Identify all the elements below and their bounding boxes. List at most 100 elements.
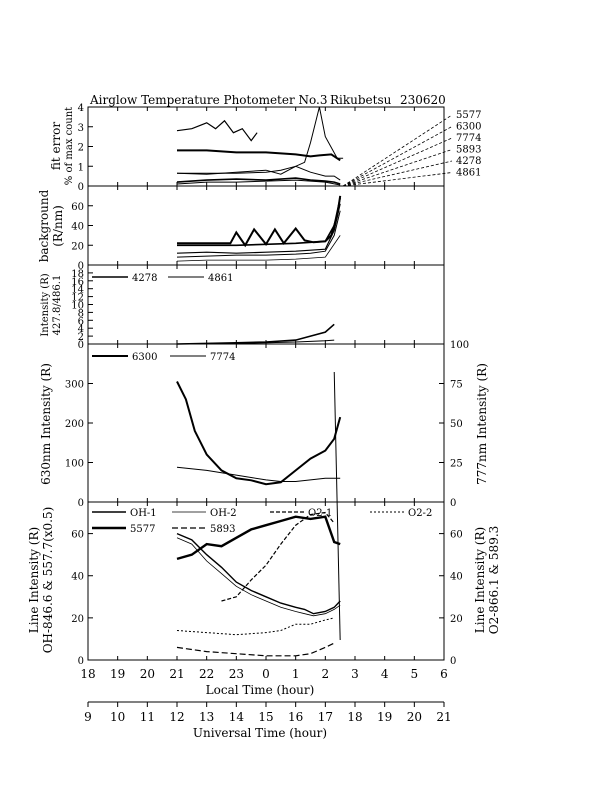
y2-tick-label-red: 0 bbox=[450, 498, 456, 509]
series-line-background-bg4 bbox=[176, 210, 341, 258]
y-tick-label-ratio: 2 bbox=[78, 332, 84, 343]
y-tick-label-ratio: 4 bbox=[78, 324, 84, 335]
local-tick-label: 5 bbox=[411, 667, 419, 681]
y2-tick-label-red: 25 bbox=[450, 459, 463, 470]
y-tick-label-fit: 0 bbox=[78, 182, 84, 193]
y-tick-label-line: 40 bbox=[71, 572, 84, 583]
fit-callout-label: 4278 bbox=[456, 156, 481, 167]
chart-marks: 18 19 20 21 22 23 0 1 2 3 4 5 69 10 11 12 13 14 15 16 17 18 19… bbox=[65, 103, 482, 724]
y-tick-label-background: 40 bbox=[71, 222, 84, 233]
series-line-fit-7774 bbox=[177, 106, 344, 174]
local-tick-label: 20 bbox=[140, 667, 155, 681]
y2-tick-label-line: 0 bbox=[450, 656, 456, 667]
y-tick-label-fit: 1 bbox=[78, 162, 84, 173]
fit-callout-leader bbox=[343, 149, 453, 187]
fit-callout-leader bbox=[343, 160, 453, 187]
y-tick-label-ratio: 10 bbox=[71, 301, 84, 312]
series-line-fit-5893 bbox=[176, 165, 341, 181]
series-line-background-bg3 bbox=[176, 203, 341, 254]
ut-tick-label: 9 bbox=[84, 710, 92, 724]
y-tick-label-ratio: 18 bbox=[71, 269, 84, 280]
series-line-red-6300 bbox=[176, 381, 342, 486]
local-tick-label: 19 bbox=[110, 667, 125, 681]
ut-tick-label: 13 bbox=[199, 710, 214, 724]
ut-tick-label: 10 bbox=[110, 710, 125, 724]
ratio-ylabel-1: Intensity (R) bbox=[40, 273, 51, 336]
fit-panel-frame bbox=[87, 106, 445, 187]
fit-callout-leader bbox=[343, 172, 453, 187]
ratio-ylabel-2: 427.8/486.1 bbox=[52, 275, 63, 336]
series-line-line-oh-1 bbox=[176, 532, 341, 615]
y-tick-label-fit: 2 bbox=[78, 143, 84, 154]
series-line-line-oh-2 bbox=[176, 537, 341, 617]
series-line-fit-4278 bbox=[176, 177, 341, 185]
universal-time-label: Universal Time (hour) bbox=[193, 726, 327, 740]
ut-tick-label: 12 bbox=[169, 710, 184, 724]
local-tick-label: 0 bbox=[262, 667, 270, 681]
legend-label-ratio: 4278 bbox=[132, 273, 157, 284]
fit-callout-label: 5577 bbox=[456, 110, 481, 121]
local-tick-label: 22 bbox=[199, 667, 214, 681]
series-line-line-5577 bbox=[176, 515, 341, 561]
ut-tick-label: 18 bbox=[347, 710, 362, 724]
series-line-background-bg2 bbox=[177, 197, 341, 247]
legend-label-line: OH-1 bbox=[130, 508, 157, 519]
legend-label-line: OH-2 bbox=[210, 508, 237, 519]
title-text: Airglow Temperature Photometer No.3 bbox=[89, 93, 328, 107]
line-ylabel-right-1: Line Intensity (R) bbox=[473, 527, 487, 633]
fit-callout-label: 5893 bbox=[456, 145, 481, 156]
fit-callout-leader bbox=[342, 126, 453, 187]
fit-ylabel-1: fit error bbox=[49, 122, 63, 170]
y-tick-label-fit: 3 bbox=[78, 123, 84, 134]
y-tick-label-red: 300 bbox=[65, 380, 84, 391]
y-tick-label-red: 0 bbox=[78, 498, 84, 509]
y-tick-label-background: 60 bbox=[71, 202, 84, 213]
y-tick-label-ratio: 8 bbox=[78, 308, 84, 319]
y-tick-label-red: 100 bbox=[65, 459, 84, 470]
y-tick-label-ratio: 6 bbox=[78, 316, 84, 327]
ut-tick-label: 20 bbox=[407, 710, 422, 724]
red-ylabel-left: 630nm Intensity (R) bbox=[39, 363, 53, 485]
series-line-background-bg1 bbox=[177, 195, 342, 248]
y-tick-label-ratio: 14 bbox=[71, 285, 84, 296]
y-tick-label-background: 20 bbox=[71, 241, 84, 252]
legend-label-ratio: 4861 bbox=[208, 273, 233, 284]
fit-ylabel-2: % of max count bbox=[64, 107, 75, 185]
y-tick-label-line: 0 bbox=[78, 656, 84, 667]
local-tick-label: 4 bbox=[381, 667, 389, 681]
ut-tick-label: 11 bbox=[140, 710, 155, 724]
y2-tick-label-red: 100 bbox=[450, 340, 469, 351]
local-tick-label: 23 bbox=[229, 667, 244, 681]
y2-tick-label-line: 20 bbox=[450, 614, 463, 625]
y-tick-label-red: 200 bbox=[65, 419, 84, 430]
y-tick-label-ratio: 12 bbox=[71, 293, 84, 304]
legend-label-line: O2-2 bbox=[408, 508, 432, 519]
line-ylabel-right-2: O2-866.1 & 589.3 bbox=[487, 526, 501, 635]
fit-callout-label: 6300 bbox=[456, 122, 481, 133]
fit-callout-leader bbox=[342, 137, 453, 187]
local-tick-label: 18 bbox=[80, 667, 95, 681]
ut-tick-label: 19 bbox=[377, 710, 392, 724]
series-line-background-bg5 bbox=[176, 235, 341, 262]
series-line-fit-4861 bbox=[176, 179, 341, 186]
y2-tick-label-line: 40 bbox=[450, 572, 463, 583]
station-text: Rikubetsu bbox=[330, 93, 392, 107]
legend-label-line: O2-1 bbox=[308, 508, 332, 519]
drop-line bbox=[333, 371, 341, 641]
y2-tick-label-line: 60 bbox=[450, 530, 463, 541]
local-tick-label: 21 bbox=[169, 667, 184, 681]
series-line-line-o2-1 bbox=[221, 511, 335, 602]
y-tick-label-ratio: 16 bbox=[71, 277, 84, 288]
legend-label-line: 5577 bbox=[130, 524, 155, 535]
legend-label-red: 6300 bbox=[132, 352, 157, 363]
local-tick-label: 3 bbox=[351, 667, 359, 681]
background-ylabel-1: background bbox=[37, 189, 51, 262]
series-line-fit-5577 bbox=[176, 119, 258, 142]
legend-label-red: 7774 bbox=[210, 352, 235, 363]
ut-tick-label: 17 bbox=[318, 710, 333, 724]
fit-callout-label: 4861 bbox=[456, 168, 481, 179]
local-tick-label: 2 bbox=[322, 667, 330, 681]
y2-tick-label-red: 50 bbox=[450, 419, 463, 430]
y2-tick-label-red: 75 bbox=[450, 380, 463, 391]
